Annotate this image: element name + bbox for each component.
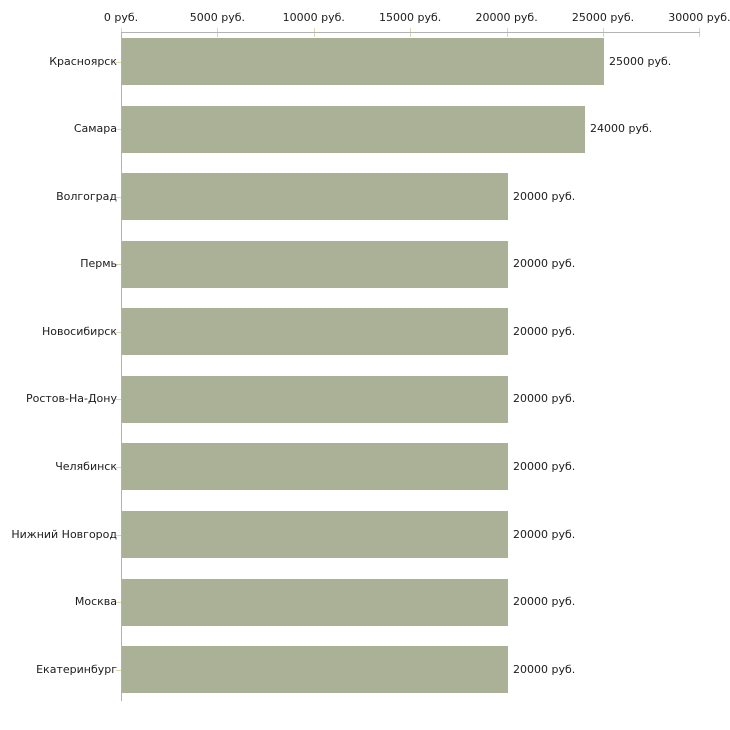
x-axis-tick-label: 5000 руб. xyxy=(189,11,246,24)
bar xyxy=(122,579,508,626)
bar xyxy=(122,376,508,423)
category-tick xyxy=(116,62,121,63)
category-tick xyxy=(116,197,121,198)
bar xyxy=(122,646,508,693)
category-tick xyxy=(116,602,121,603)
x-axis-tick-label: 10000 руб. xyxy=(282,11,345,24)
value-label: 20000 руб. xyxy=(513,392,576,405)
category-tick xyxy=(116,332,121,333)
value-label: 24000 руб. xyxy=(590,122,653,135)
value-label: 20000 руб. xyxy=(513,460,576,473)
category-tick xyxy=(116,399,121,400)
category-label: Челябинск xyxy=(55,460,117,473)
category-label: Ростов-На-Дону xyxy=(25,392,117,405)
category-tick xyxy=(116,670,121,671)
x-axis-line xyxy=(121,32,701,33)
x-axis-tick-label: 25000 руб. xyxy=(571,11,635,24)
value-label: 20000 руб. xyxy=(513,595,576,608)
category-tick xyxy=(116,129,121,130)
bar xyxy=(122,443,508,490)
bar xyxy=(122,241,508,288)
bar xyxy=(122,308,508,355)
category-tick xyxy=(116,535,121,536)
y-axis-line xyxy=(121,32,122,701)
category-tick xyxy=(116,264,121,265)
category-label: Екатеринбург xyxy=(36,663,117,676)
category-label: Новосибирск xyxy=(41,325,117,338)
category-label: Нижний Новгород xyxy=(11,528,117,541)
value-label: 20000 руб. xyxy=(513,325,576,338)
category-label: Пермь xyxy=(80,257,117,270)
bar xyxy=(122,106,585,153)
category-label: Красноярск xyxy=(49,55,117,68)
bar xyxy=(122,173,508,220)
category-label: Волгоград xyxy=(56,190,117,203)
bar xyxy=(122,38,604,85)
value-label: 25000 руб. xyxy=(609,55,672,68)
category-label: Самара xyxy=(73,122,117,135)
value-label: 20000 руб. xyxy=(513,528,576,541)
x-axis-tick-label: 30000 руб. xyxy=(668,11,730,24)
value-label: 20000 руб. xyxy=(513,257,576,270)
bar xyxy=(122,511,508,558)
x-axis-tick-label: 15000 руб. xyxy=(379,11,442,24)
category-label: Москва xyxy=(74,595,117,608)
value-label: 20000 руб. xyxy=(513,663,576,676)
value-label: 20000 руб. xyxy=(513,190,576,203)
x-axis-tick-label: 20000 руб. xyxy=(475,11,538,24)
category-tick xyxy=(116,467,121,468)
x-axis-tick-label: 0 руб. xyxy=(103,11,139,24)
